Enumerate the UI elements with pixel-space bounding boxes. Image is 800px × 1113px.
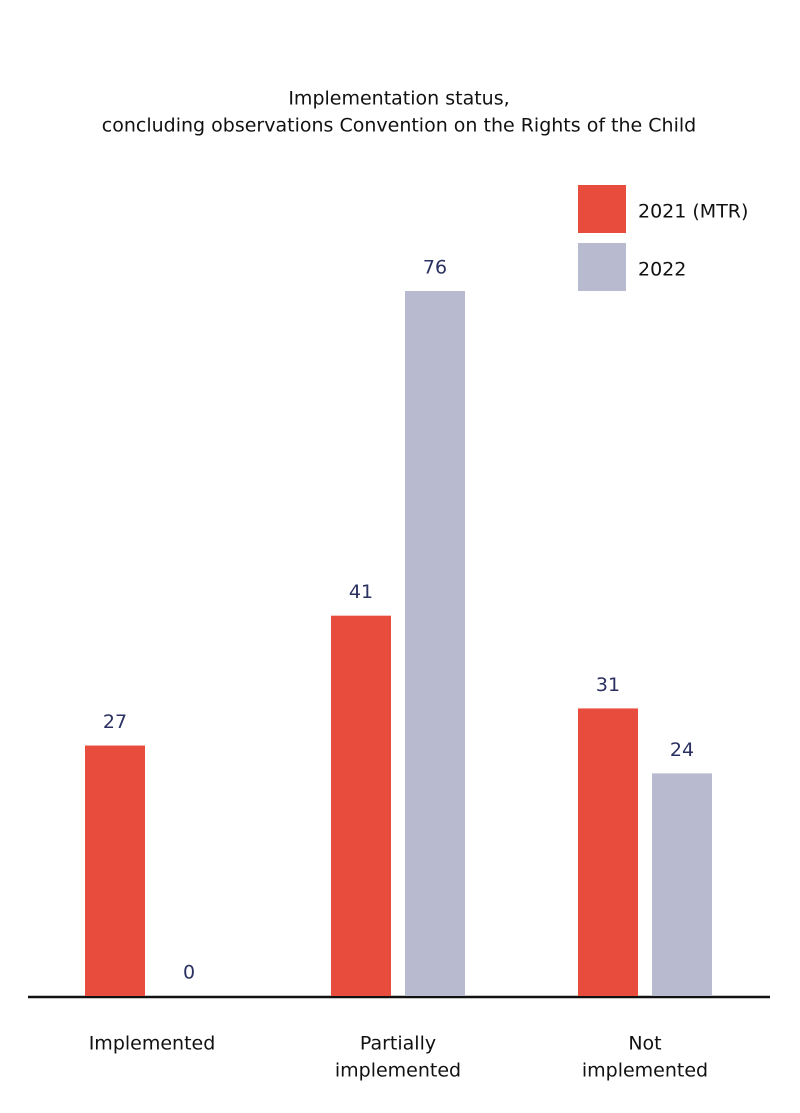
bar (652, 773, 712, 996)
bar (578, 708, 638, 996)
x-tick-label: Not (628, 1033, 661, 1055)
value-label: 24 (670, 739, 694, 761)
legend-label: 2021 (MTR) (638, 201, 748, 223)
value-label: 31 (596, 674, 620, 696)
x-tick-label: implemented (335, 1060, 461, 1082)
legend-label: 2022 (638, 259, 686, 281)
chart-title: concluding observations Convention on th… (102, 115, 696, 137)
bar (85, 745, 145, 996)
legend-swatch (578, 243, 626, 291)
chart-title: Implementation status, (288, 88, 509, 110)
x-tick-label: Implemented (89, 1033, 216, 1055)
bar (331, 615, 391, 996)
value-label: 76 (423, 257, 447, 279)
x-tick-label: Partially (360, 1033, 436, 1055)
legend-swatch (578, 185, 626, 233)
bar (405, 291, 465, 996)
value-label: 0 (183, 962, 195, 984)
value-label: 41 (349, 581, 373, 603)
x-tick-label: implemented (582, 1060, 708, 1082)
value-label: 27 (103, 711, 127, 733)
